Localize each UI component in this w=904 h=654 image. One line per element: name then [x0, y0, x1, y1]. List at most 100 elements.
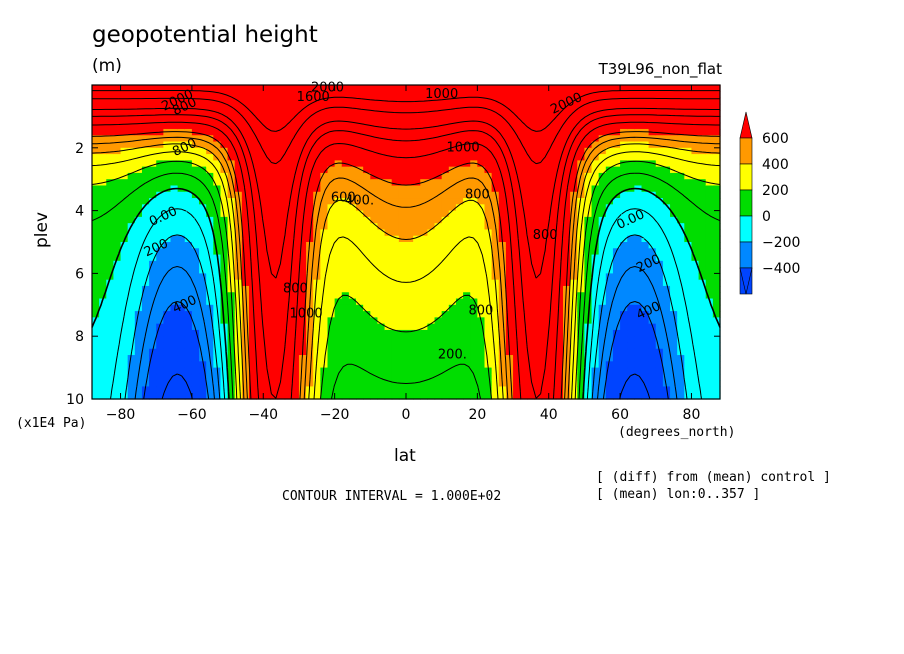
heatmap-cell [156, 216, 164, 224]
heatmap-cell [170, 361, 179, 369]
heatmap-cell [363, 160, 371, 168]
heatmap-cell [541, 392, 550, 400]
heatmap-cell [149, 380, 157, 388]
heatmap-cell [627, 191, 635, 199]
heatmap-cell [106, 380, 115, 388]
heatmap-cell [384, 235, 393, 243]
heatmap-cell [505, 154, 514, 161]
heatmap-cell [398, 373, 407, 381]
heatmap-cell [677, 103, 685, 111]
contour-line [91, 187, 721, 400]
heatmap-cell [477, 329, 486, 337]
heatmap-cell [156, 229, 164, 237]
heatmap-cell [256, 172, 264, 180]
heatmap-cell [648, 191, 657, 199]
heatmap-cell [284, 279, 293, 287]
heatmap-cell [448, 355, 457, 362]
heatmap-cell [156, 85, 164, 92]
heatmap-cell [448, 110, 457, 117]
heatmap-cell [591, 85, 600, 92]
heatmap-cell [684, 285, 693, 293]
heatmap-cell [184, 380, 193, 388]
heatmap-cell [455, 185, 464, 193]
heatmap-cell [413, 380, 421, 388]
contour-label: 800 [533, 228, 558, 243]
heatmap-cell [455, 260, 464, 268]
heatmap-cell [477, 198, 486, 205]
heatmap-cell [420, 367, 429, 375]
heatmap-cell [149, 304, 157, 312]
heatmap-cell [427, 279, 436, 287]
heatmap-cell [662, 242, 671, 249]
heatmap-cell [120, 229, 129, 237]
heatmap-cell [249, 223, 257, 231]
heatmap-cell [327, 267, 336, 274]
heatmap-cell [398, 229, 407, 237]
heatmap-cell [191, 273, 200, 281]
heatmap-cell [634, 254, 643, 262]
heatmap-cell [570, 191, 578, 199]
heatmap-cell [341, 116, 350, 124]
heatmap-cell [712, 373, 721, 381]
heatmap-cell [520, 191, 528, 199]
heatmap-cell [548, 122, 557, 130]
heatmap-cell [648, 97, 657, 105]
heatmap-cell [427, 323, 436, 331]
heatmap-cell [99, 160, 107, 168]
heatmap-cell [149, 160, 157, 168]
heatmap-cell [120, 273, 129, 281]
heatmap-cell [491, 172, 500, 180]
heatmap-cell [291, 160, 300, 168]
heatmap-cell [241, 166, 250, 174]
heatmap-cell [356, 128, 364, 136]
heatmap-cell [648, 242, 657, 249]
heatmap-cell [270, 154, 279, 161]
heatmap-cell [249, 172, 257, 180]
heatmap-cell [249, 279, 257, 287]
heatmap-cell [670, 267, 678, 274]
heatmap-cell [491, 116, 500, 124]
heatmap-cell [641, 191, 650, 199]
heatmap-cell [420, 85, 429, 92]
heatmap-cell [377, 355, 386, 362]
heatmap-cell [334, 279, 343, 287]
heatmap-cell [406, 361, 414, 369]
heatmap-cell [270, 285, 279, 293]
heatmap-cell [684, 298, 693, 306]
heatmap-cell [177, 210, 186, 218]
heatmap-cell [427, 292, 436, 300]
contour-line [91, 143, 721, 400]
heatmap-cell [256, 392, 264, 400]
heatmap-cell [570, 223, 578, 231]
heatmap-cell [363, 141, 371, 149]
heatmap-cell [134, 128, 143, 136]
heatmap-cell [398, 110, 407, 117]
heatmap-cell [434, 298, 443, 306]
heatmap-cell [306, 166, 314, 174]
heatmap-cell [712, 122, 721, 130]
heatmap-cell [477, 128, 486, 136]
heatmap-cell [141, 141, 150, 149]
heatmap-cell [627, 160, 635, 168]
heatmap-cell [470, 135, 478, 143]
heatmap-cell [277, 298, 286, 306]
contour-label: 2000 [311, 81, 344, 96]
heatmap-cell [498, 210, 507, 218]
heatmap-cell [548, 367, 557, 375]
heatmap-cell [491, 304, 500, 312]
heatmap-cell [341, 154, 350, 161]
heatmap-cell [641, 273, 650, 281]
heatmap-cell [712, 298, 721, 306]
heatmap-cell [92, 216, 100, 224]
heatmap-cell [270, 141, 279, 149]
heatmap-cell [620, 204, 628, 212]
heatmap-cell [470, 342, 478, 350]
heatmap-cell [384, 348, 393, 356]
heatmap-cell [648, 116, 657, 124]
heatmap-cell [213, 179, 222, 187]
heatmap-cell [684, 85, 693, 92]
heatmap-cell [684, 216, 693, 224]
heatmap-cell [427, 128, 436, 136]
heatmap-cell [591, 260, 600, 268]
heatmap-cell [677, 260, 685, 268]
